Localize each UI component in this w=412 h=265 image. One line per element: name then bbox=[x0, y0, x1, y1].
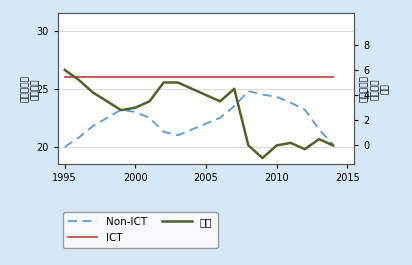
Y-axis label: 자본수익률
표준편차: 자본수익률 표준편차 bbox=[21, 75, 40, 102]
Y-axis label: 자본수익률
표준편차
차이: 자본수익률 표준편차 차이 bbox=[360, 75, 390, 102]
Legend: Non-ICT, ICT, 자이: Non-ICT, ICT, 자이 bbox=[63, 212, 218, 248]
